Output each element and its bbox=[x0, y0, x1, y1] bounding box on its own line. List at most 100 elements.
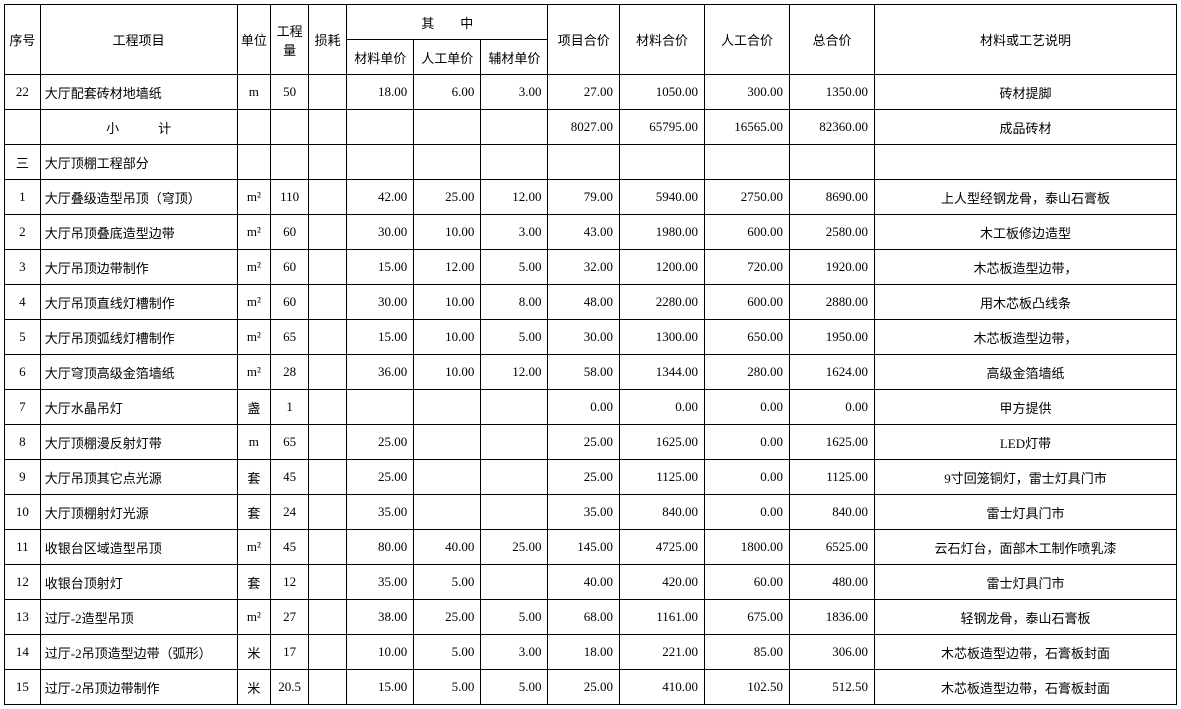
cell-project: 大厅吊顶叠底造型边带 bbox=[40, 215, 237, 250]
col-remark: 材料或工艺说明 bbox=[874, 5, 1176, 75]
cell-seq: 13 bbox=[5, 600, 41, 635]
cell-grand-total: 480.00 bbox=[789, 565, 874, 600]
cell-qty: 28 bbox=[271, 355, 309, 390]
cell-loss bbox=[309, 635, 347, 670]
cell-seq: 8 bbox=[5, 425, 41, 460]
cell-loss bbox=[309, 75, 347, 110]
cell-unit: m² bbox=[237, 600, 271, 635]
cell-labor-total bbox=[705, 145, 790, 180]
cell-labor-total: 85.00 bbox=[705, 635, 790, 670]
cell-aux-unit: 5.00 bbox=[481, 670, 548, 705]
table-row: 小 计8027.0065795.0016565.0082360.00成品砖材 bbox=[5, 110, 1177, 145]
cell-qty: 12 bbox=[271, 565, 309, 600]
cell-remark: 成品砖材 bbox=[874, 110, 1176, 145]
cell-unit: m² bbox=[237, 250, 271, 285]
cell-aux-unit: 3.00 bbox=[481, 635, 548, 670]
cell-unit: m² bbox=[237, 355, 271, 390]
cell-grand-total: 1625.00 bbox=[789, 425, 874, 460]
col-project: 工程项目 bbox=[40, 5, 237, 75]
cell-qty: 50 bbox=[271, 75, 309, 110]
cell-labor-unit bbox=[414, 425, 481, 460]
cell-seq: 4 bbox=[5, 285, 41, 320]
table-row: 11收银台区域造型吊顶m²4580.0040.0025.00145.004725… bbox=[5, 530, 1177, 565]
cell-loss bbox=[309, 425, 347, 460]
col-loss: 损耗 bbox=[309, 5, 347, 75]
cell-project: 大厅顶棚漫反射灯带 bbox=[40, 425, 237, 460]
cell-remark: 轻钢龙骨，泰山石膏板 bbox=[874, 600, 1176, 635]
cell-labor-unit: 10.00 bbox=[414, 355, 481, 390]
cell-labor-unit bbox=[414, 495, 481, 530]
cell-seq: 15 bbox=[5, 670, 41, 705]
cell-mat-unit: 36.00 bbox=[347, 355, 414, 390]
cell-labor-unit: 25.00 bbox=[414, 180, 481, 215]
cell-item-total: 145.00 bbox=[548, 530, 620, 565]
cell-grand-total: 1836.00 bbox=[789, 600, 874, 635]
cell-mat-total: 2280.00 bbox=[620, 285, 705, 320]
cell-remark: 木芯板造型边带， bbox=[874, 250, 1176, 285]
cell-loss bbox=[309, 320, 347, 355]
cell-item-total: 79.00 bbox=[548, 180, 620, 215]
cell-mat-total: 1980.00 bbox=[620, 215, 705, 250]
cell-unit bbox=[237, 145, 271, 180]
cell-mat-unit: 80.00 bbox=[347, 530, 414, 565]
cell-item-total: 32.00 bbox=[548, 250, 620, 285]
cell-unit: m² bbox=[237, 215, 271, 250]
cell-item-total: 27.00 bbox=[548, 75, 620, 110]
cell-labor-unit: 10.00 bbox=[414, 320, 481, 355]
cell-mat-unit: 15.00 bbox=[347, 250, 414, 285]
cell-unit: 套 bbox=[237, 460, 271, 495]
cell-qty: 60 bbox=[271, 250, 309, 285]
cell-item-total: 40.00 bbox=[548, 565, 620, 600]
cell-grand-total: 0.00 bbox=[789, 390, 874, 425]
engineering-budget-table: 序号 工程项目 单位 工程量 损耗 其 中 项目合价 材料合价 人工合价 总合价… bbox=[4, 4, 1177, 705]
cell-mat-total: 1161.00 bbox=[620, 600, 705, 635]
cell-remark: LED灯带 bbox=[874, 425, 1176, 460]
cell-labor-total: 60.00 bbox=[705, 565, 790, 600]
cell-project: 过厅-2吊顶边带制作 bbox=[40, 670, 237, 705]
cell-project: 大厅水晶吊灯 bbox=[40, 390, 237, 425]
cell-seq: 1 bbox=[5, 180, 41, 215]
cell-labor-total: 650.00 bbox=[705, 320, 790, 355]
cell-mat-total: 1344.00 bbox=[620, 355, 705, 390]
cell-item-total: 25.00 bbox=[548, 670, 620, 705]
cell-aux-unit: 5.00 bbox=[481, 250, 548, 285]
cell-qty: 110 bbox=[271, 180, 309, 215]
cell-remark: 木芯板造型边带，石膏板封面 bbox=[874, 635, 1176, 670]
cell-aux-unit: 8.00 bbox=[481, 285, 548, 320]
col-labor-total: 人工合价 bbox=[705, 5, 790, 75]
cell-project: 收银台区域造型吊顶 bbox=[40, 530, 237, 565]
cell-unit: m bbox=[237, 425, 271, 460]
cell-seq: 11 bbox=[5, 530, 41, 565]
cell-grand-total: 8690.00 bbox=[789, 180, 874, 215]
cell-seq: 三 bbox=[5, 145, 41, 180]
cell-loss bbox=[309, 670, 347, 705]
cell-mat-total: 5940.00 bbox=[620, 180, 705, 215]
cell-mat-total: 65795.00 bbox=[620, 110, 705, 145]
cell-aux-unit bbox=[481, 110, 548, 145]
cell-seq: 10 bbox=[5, 495, 41, 530]
cell-loss bbox=[309, 250, 347, 285]
cell-mat-total: 221.00 bbox=[620, 635, 705, 670]
col-seq: 序号 bbox=[5, 5, 41, 75]
cell-labor-unit: 40.00 bbox=[414, 530, 481, 565]
table-row: 13过厅-2造型吊顶m²2738.0025.005.0068.001161.00… bbox=[5, 600, 1177, 635]
table-row: 8大厅顶棚漫反射灯带m6525.0025.001625.000.001625.0… bbox=[5, 425, 1177, 460]
cell-remark: 雷士灯具门市 bbox=[874, 495, 1176, 530]
cell-qty: 45 bbox=[271, 460, 309, 495]
cell-qty: 60 bbox=[271, 285, 309, 320]
cell-aux-unit bbox=[481, 460, 548, 495]
cell-remark: 云石灯台，面部木工制作喷乳漆 bbox=[874, 530, 1176, 565]
cell-mat-total: 1625.00 bbox=[620, 425, 705, 460]
cell-labor-unit: 5.00 bbox=[414, 670, 481, 705]
cell-seq: 14 bbox=[5, 635, 41, 670]
cell-unit: m² bbox=[237, 320, 271, 355]
cell-aux-unit: 3.00 bbox=[481, 215, 548, 250]
cell-mat-unit: 10.00 bbox=[347, 635, 414, 670]
cell-project: 过厅-2吊顶造型边带（弧形） bbox=[40, 635, 237, 670]
table-body: 22大厅配套砖材地墙纸m5018.006.003.0027.001050.003… bbox=[5, 75, 1177, 705]
cell-remark: 木芯板造型边带， bbox=[874, 320, 1176, 355]
cell-qty: 65 bbox=[271, 320, 309, 355]
cell-grand-total: 840.00 bbox=[789, 495, 874, 530]
cell-grand-total: 82360.00 bbox=[789, 110, 874, 145]
table-row: 10大厅顶棚射灯光源套2435.0035.00840.000.00840.00雷… bbox=[5, 495, 1177, 530]
